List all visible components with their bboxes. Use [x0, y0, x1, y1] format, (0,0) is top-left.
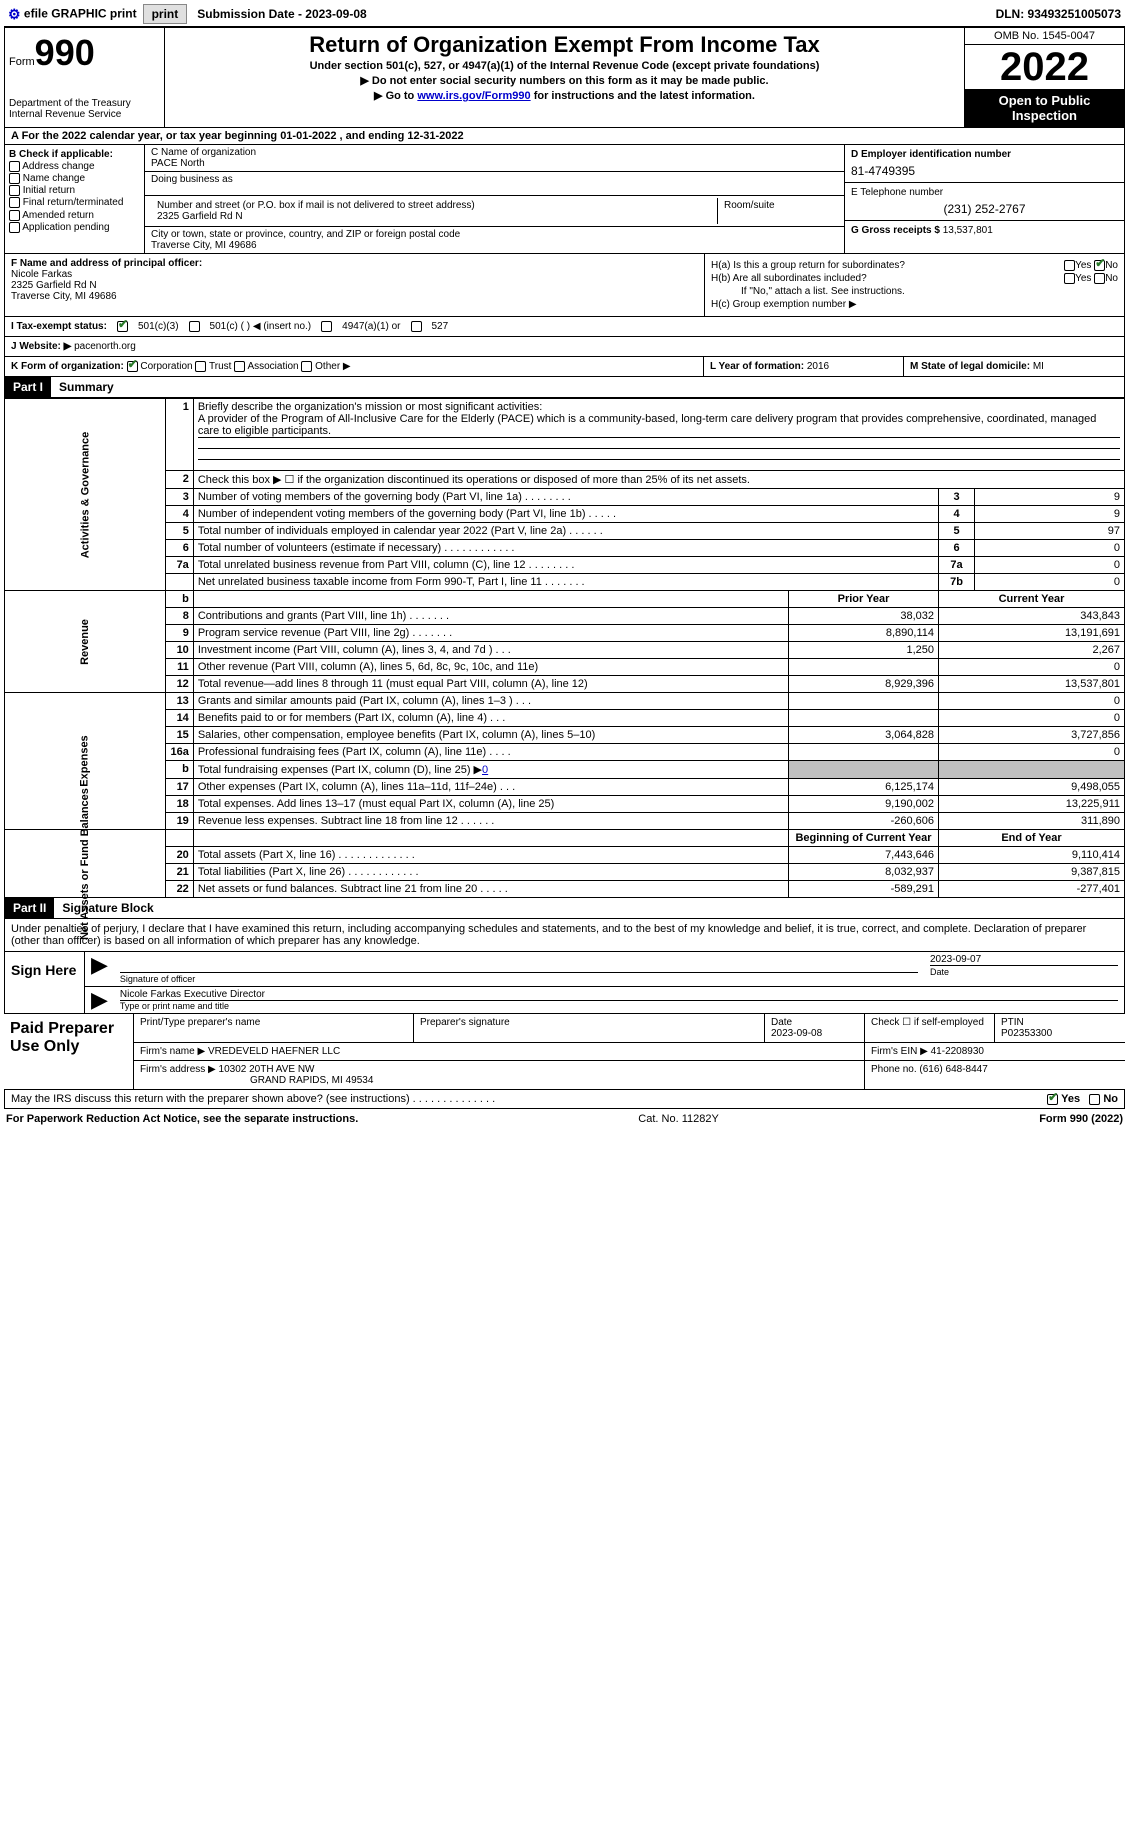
form-title: Return of Organization Exempt From Incom…: [169, 32, 960, 58]
chk-initial-return[interactable]: [9, 185, 20, 196]
h-a-line: H(a) Is this a group return for subordin…: [711, 260, 1118, 271]
omb-number: OMB No. 1545-0047: [965, 28, 1124, 45]
city-cell: City or town, state or province, country…: [145, 227, 844, 253]
submission-date: Submission Date - 2023-09-08: [189, 5, 374, 23]
col-b-checkboxes: B Check if applicable: Address change Na…: [5, 145, 145, 253]
chk-other[interactable]: [301, 361, 312, 372]
form-header: Form990 Department of the Treasury Inter…: [4, 28, 1125, 128]
form-number: Form990: [9, 32, 160, 74]
chk-527[interactable]: [411, 321, 422, 332]
side-activities: Activities & Governance: [79, 431, 91, 558]
chk-discuss-yes[interactable]: [1047, 1094, 1058, 1105]
row-a-period: A For the 2022 calendar year, or tax yea…: [4, 128, 1125, 145]
officer-name-title: Nicole Farkas Executive Director: [120, 989, 1118, 1001]
block-bcd: B Check if applicable: Address change Na…: [4, 145, 1125, 254]
chk-amended[interactable]: [9, 210, 20, 221]
ssn-warning: ▶ Do not enter social security numbers o…: [169, 74, 960, 87]
block-fh: F Name and address of principal officer:…: [4, 254, 1125, 317]
dept-label: Department of the Treasury Internal Reve…: [9, 98, 160, 120]
side-netassets: Net Assets or Fund Balances: [79, 788, 91, 940]
print-button[interactable]: print: [143, 4, 188, 24]
chk-name-change[interactable]: [9, 173, 20, 184]
org-name-cell: C Name of organization PACE North: [145, 145, 844, 172]
chk-501c3[interactable]: [117, 321, 128, 332]
col-b-title: B Check if applicable:: [9, 149, 140, 160]
chk-address-change[interactable]: [9, 161, 20, 172]
footer: For Paperwork Reduction Act Notice, see …: [4, 1109, 1125, 1129]
chk-corp[interactable]: [127, 361, 138, 372]
side-revenue: Revenue: [79, 619, 91, 665]
preparer-title: Paid Preparer Use Only: [4, 1014, 134, 1089]
chk-ha-yes[interactable]: [1064, 260, 1075, 271]
tax-year: 2022: [965, 45, 1124, 89]
address-cell: Number and street (or P.O. box if mail i…: [145, 196, 844, 227]
chk-app-pending[interactable]: [9, 222, 20, 233]
row-i-tax-status: I Tax-exempt status: 501(c)(3) 501(c) ( …: [4, 317, 1125, 337]
h-c-line: H(c) Group exemption number ▶: [711, 299, 1118, 310]
row-k-formation: K Form of organization: Corporation Trus…: [4, 357, 1125, 377]
perjury-declaration: Under penalties of perjury, I declare th…: [5, 919, 1124, 952]
name-arrow-icon: ▶: [85, 987, 114, 1013]
gross-receipts-cell: G Gross receipts $ 13,537,801: [845, 221, 1124, 245]
h-b-line: H(b) Are all subordinates included? Yes …: [711, 273, 1118, 284]
part-i-header: Part I Summary: [4, 377, 1125, 398]
dln-number: DLN: 93493251005073: [996, 7, 1125, 21]
ein-cell: D Employer identification number 81-4749…: [845, 145, 1124, 183]
phone-cell: E Telephone number (231) 252-2767: [845, 183, 1124, 221]
form-subtitle: Under section 501(c), 527, or 4947(a)(1)…: [169, 60, 960, 72]
officer-name: Nicole Farkas: [11, 269, 698, 280]
mission-text: A provider of the Program of All-Inclusi…: [198, 413, 1120, 438]
chk-hb-yes[interactable]: [1064, 273, 1075, 284]
signature-arrow-icon: ▶: [85, 952, 114, 986]
dba-cell: Doing business as: [145, 172, 844, 196]
preparer-section: Paid Preparer Use Only Print/Type prepar…: [4, 1014, 1125, 1090]
row-j-website: J Website: ▶ pacenorth.org: [4, 337, 1125, 357]
chk-4947[interactable]: [321, 321, 332, 332]
summary-table: Activities & Governance 1 Briefly descri…: [4, 398, 1125, 898]
sign-here-label: Sign Here: [5, 952, 85, 1013]
side-expenses: Expenses: [79, 735, 91, 786]
chk-discuss-no[interactable]: [1089, 1094, 1100, 1105]
irs-link[interactable]: www.irs.gov/Form990: [417, 90, 530, 102]
link-line: ▶ Go to www.irs.gov/Form990 for instruct…: [169, 89, 960, 102]
chk-ha-no[interactable]: [1094, 260, 1105, 271]
chk-final-return[interactable]: [9, 197, 20, 208]
signature-section: Under penalties of perjury, I declare th…: [4, 919, 1125, 1014]
public-inspection: Open to Public Inspection: [965, 89, 1124, 127]
top-toolbar: ⚙ efile GRAPHIC print print Submission D…: [4, 4, 1125, 28]
fundraising-link[interactable]: 0: [482, 764, 488, 776]
chk-501c[interactable]: [189, 321, 200, 332]
chk-assoc[interactable]: [234, 361, 245, 372]
chk-hb-no[interactable]: [1094, 273, 1105, 284]
chk-trust[interactable]: [195, 361, 206, 372]
efile-label: ⚙ efile GRAPHIC print: [4, 6, 141, 23]
discuss-row: May the IRS discuss this return with the…: [4, 1090, 1125, 1109]
part-ii-header: Part II Signature Block: [4, 898, 1125, 919]
